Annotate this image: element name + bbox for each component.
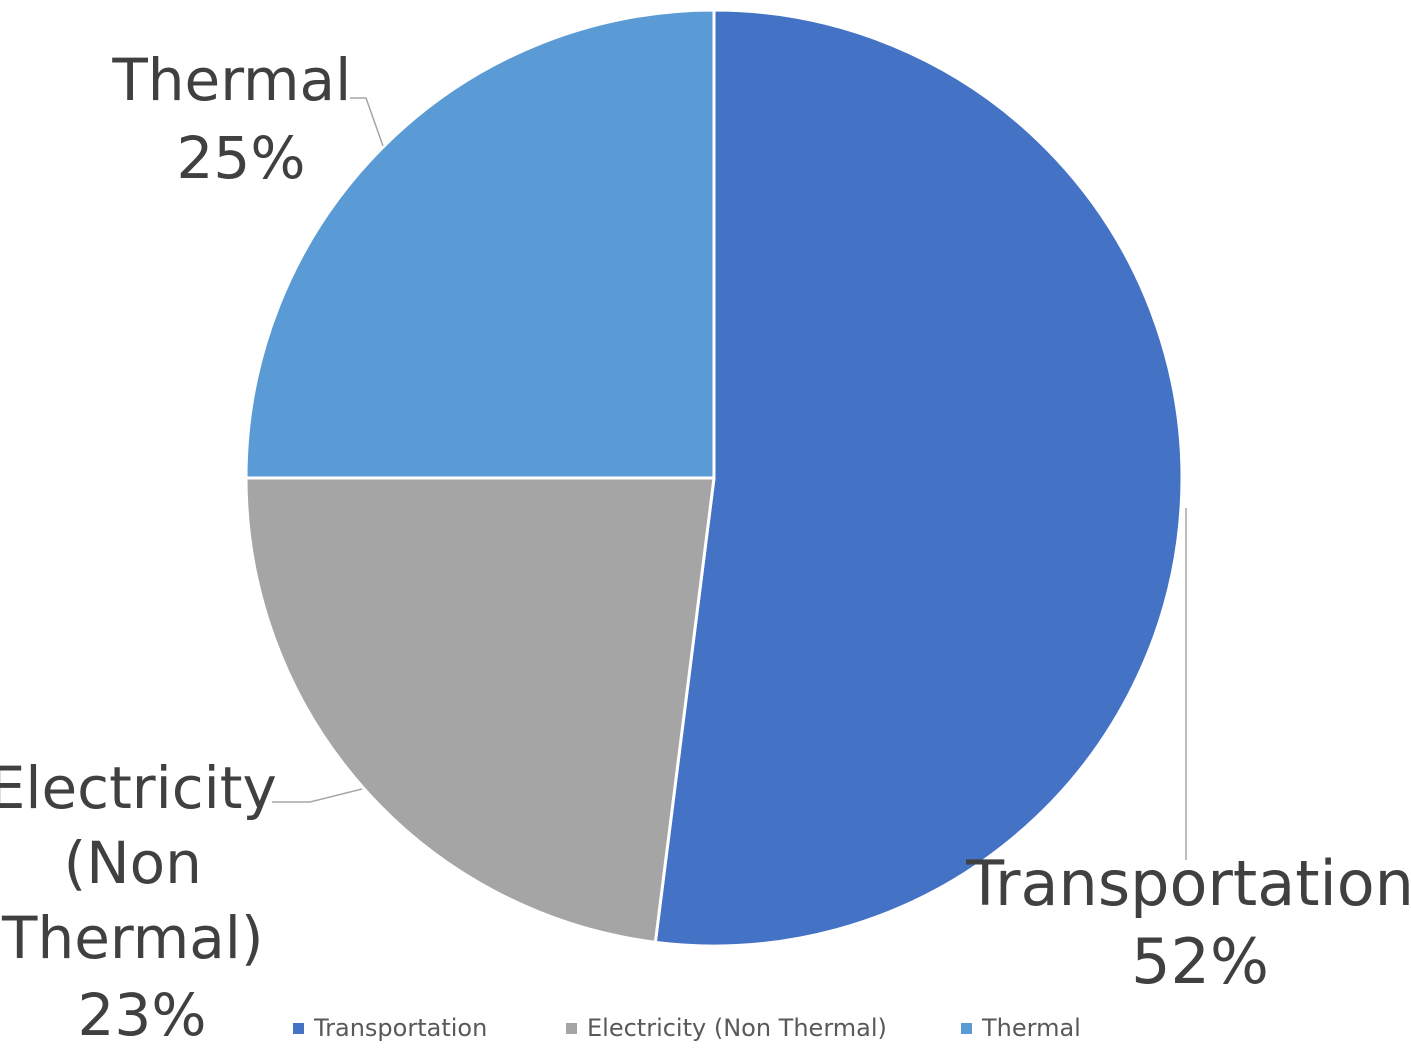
legend-swatch-electricity [566,1022,577,1034]
legend-item-electricity: Electricity (Non Thermal) [566,1014,887,1042]
legend-swatch-transportation [293,1022,304,1034]
data-label-thermal-name: Thermal [111,46,351,114]
leader-lines [272,97,1187,860]
data-label-electricity-line-1: Electricity [0,754,277,822]
legend-item-transportation: Transportation [293,1014,487,1042]
legend-label-electricity: Electricity (Non Thermal) [587,1014,887,1042]
data-label-transportation-value: 52% [1131,925,1269,998]
legend-swatch-thermal [961,1022,972,1034]
data-label-transportation-name: Transportation [965,847,1411,920]
data-label-electricity-value: 23% [78,981,207,1049]
chart-legend: Transportation Electricity (Non Thermal)… [0,1014,1411,1049]
data-label-thermal: Thermal 25% [111,46,369,192]
legend-label-transportation: Transportation [314,1014,488,1042]
data-label-thermal-value: 25% [177,124,306,192]
legend-label-thermal: Thermal [982,1014,1081,1042]
data-label-electricity-line-2: (Non [64,829,202,897]
data-label-electricity: Electricity (Non Thermal) 23% [0,754,295,1049]
leader-line-thermal [350,97,384,147]
slice-thermal [244,8,716,480]
slice-electricity [244,476,716,944]
leader-line-electricity [272,788,363,803]
data-label-electricity-line-3: Thermal) [1,904,263,972]
slice-transportation [653,8,1184,948]
data-label-transportation: Transportation 52% [965,847,1411,998]
legend-item-thermal: Thermal [961,1014,1081,1042]
pie-slices [244,8,1184,948]
